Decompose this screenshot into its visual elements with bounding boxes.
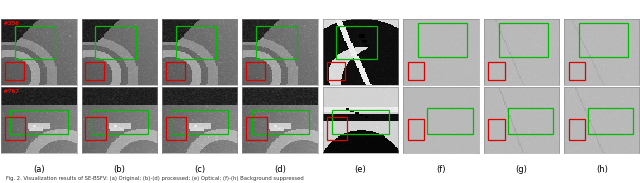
Bar bbox=[246, 62, 265, 80]
Text: Fig. 2. Visualization results of SE-BSFV: (a) Original; (b)-(d) processed; (e) O: Fig. 2. Visualization results of SE-BSFV… bbox=[6, 176, 304, 181]
Bar bbox=[508, 108, 553, 134]
Bar bbox=[246, 117, 267, 140]
Bar bbox=[579, 23, 628, 57]
Bar bbox=[419, 23, 467, 57]
Text: (e): (e) bbox=[355, 165, 366, 174]
Text: (g): (g) bbox=[515, 165, 527, 174]
Text: #356: #356 bbox=[4, 21, 19, 26]
Bar bbox=[568, 62, 585, 80]
Bar bbox=[326, 62, 346, 80]
Bar bbox=[408, 62, 424, 80]
Bar bbox=[166, 62, 185, 80]
Bar bbox=[326, 117, 347, 140]
Bar bbox=[332, 110, 389, 134]
Bar bbox=[428, 108, 472, 134]
Bar bbox=[488, 119, 505, 140]
Bar bbox=[588, 108, 634, 134]
Bar bbox=[10, 110, 68, 134]
Bar bbox=[5, 117, 26, 140]
Bar bbox=[175, 26, 216, 59]
Bar bbox=[166, 117, 186, 140]
Bar bbox=[488, 62, 505, 80]
Bar bbox=[86, 117, 106, 140]
Text: (f): (f) bbox=[436, 165, 445, 174]
Text: (a): (a) bbox=[33, 165, 45, 174]
Text: #767: #767 bbox=[4, 89, 19, 94]
Bar bbox=[86, 62, 104, 80]
Text: (b): (b) bbox=[113, 165, 125, 174]
Text: (c): (c) bbox=[194, 165, 205, 174]
Bar bbox=[5, 62, 24, 80]
Bar bbox=[499, 23, 548, 57]
Bar bbox=[256, 26, 297, 59]
Bar bbox=[568, 119, 585, 140]
Bar bbox=[252, 110, 308, 134]
Bar bbox=[95, 26, 136, 59]
Bar bbox=[337, 26, 377, 59]
Bar bbox=[15, 26, 56, 59]
Bar bbox=[171, 110, 228, 134]
Text: (d): (d) bbox=[274, 165, 286, 174]
Bar bbox=[408, 119, 424, 140]
Text: (h): (h) bbox=[596, 165, 607, 174]
Bar bbox=[91, 110, 148, 134]
